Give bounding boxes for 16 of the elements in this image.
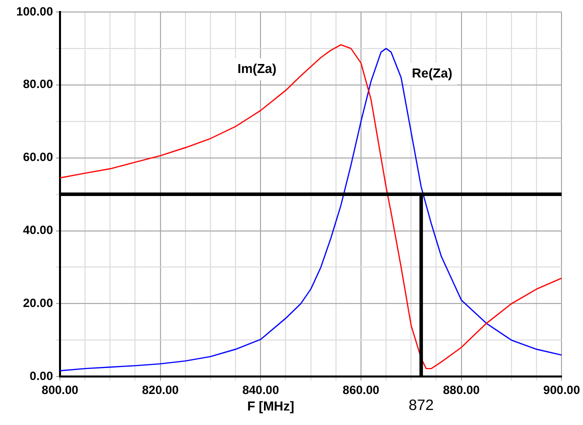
x-tick-label: 860.00 xyxy=(342,383,380,398)
ref-line-label: 872 xyxy=(408,397,434,414)
x-tick-label: 900.00 xyxy=(543,383,580,398)
x-tick-label: 800.00 xyxy=(42,383,79,398)
x-tick-label: 880.00 xyxy=(442,383,480,398)
y-tick-label: 80.00 xyxy=(22,77,54,92)
x-tick-label: 840.00 xyxy=(242,383,280,398)
x-axis-title: F [MHz] xyxy=(247,398,294,414)
series-label: Im(Za) xyxy=(237,60,276,76)
y-tick-label: 100.00 xyxy=(16,4,54,18)
y-tick-label: 20.00 xyxy=(22,296,54,310)
x-tick-label: 820.00 xyxy=(142,383,180,398)
y-tick-label: 40.00 xyxy=(22,223,54,238)
series-label: Re(Za) xyxy=(412,65,452,80)
y-tick-label: 0.00 xyxy=(30,368,54,383)
y-tick-label: 60.00 xyxy=(22,150,54,164)
